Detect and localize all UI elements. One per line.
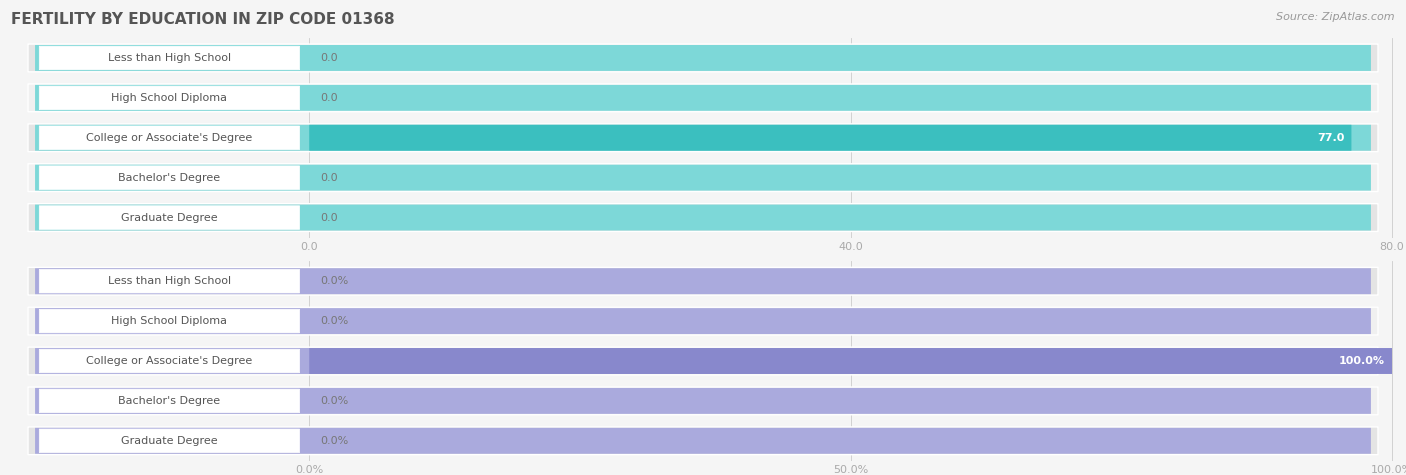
FancyBboxPatch shape [35, 85, 1371, 111]
FancyBboxPatch shape [28, 164, 1378, 191]
FancyBboxPatch shape [39, 86, 299, 110]
FancyBboxPatch shape [28, 204, 1378, 231]
FancyBboxPatch shape [35, 348, 1371, 374]
Text: Bachelor's Degree: Bachelor's Degree [118, 396, 221, 406]
FancyBboxPatch shape [39, 46, 299, 70]
Text: Less than High School: Less than High School [108, 276, 231, 286]
FancyBboxPatch shape [35, 205, 1371, 230]
Text: Graduate Degree: Graduate Degree [121, 212, 218, 223]
Text: Graduate Degree: Graduate Degree [121, 436, 218, 446]
FancyBboxPatch shape [28, 84, 1378, 112]
Text: 0.0%: 0.0% [321, 316, 349, 326]
FancyBboxPatch shape [39, 166, 299, 190]
Text: 0.0: 0.0 [321, 212, 339, 223]
FancyBboxPatch shape [35, 388, 1371, 414]
FancyBboxPatch shape [39, 349, 299, 373]
FancyBboxPatch shape [39, 206, 299, 229]
FancyBboxPatch shape [28, 267, 1378, 295]
FancyBboxPatch shape [309, 125, 1351, 151]
FancyBboxPatch shape [35, 268, 1371, 294]
Text: 0.0%: 0.0% [321, 436, 349, 446]
FancyBboxPatch shape [28, 427, 1378, 455]
FancyBboxPatch shape [39, 429, 299, 453]
Text: Less than High School: Less than High School [108, 53, 231, 63]
FancyBboxPatch shape [35, 428, 1371, 454]
FancyBboxPatch shape [35, 165, 1371, 190]
FancyBboxPatch shape [28, 387, 1378, 415]
FancyBboxPatch shape [28, 307, 1378, 335]
FancyBboxPatch shape [39, 269, 299, 293]
FancyBboxPatch shape [39, 389, 299, 413]
Text: 0.0%: 0.0% [321, 276, 349, 286]
Text: College or Associate's Degree: College or Associate's Degree [86, 356, 253, 366]
FancyBboxPatch shape [28, 347, 1378, 375]
Text: 0.0: 0.0 [321, 93, 339, 103]
Text: Bachelor's Degree: Bachelor's Degree [118, 172, 221, 183]
FancyBboxPatch shape [35, 308, 1371, 334]
FancyBboxPatch shape [39, 126, 299, 150]
Text: 77.0: 77.0 [1317, 133, 1344, 143]
Text: College or Associate's Degree: College or Associate's Degree [86, 133, 253, 143]
Text: High School Diploma: High School Diploma [111, 93, 228, 103]
FancyBboxPatch shape [39, 309, 299, 333]
Text: High School Diploma: High School Diploma [111, 316, 228, 326]
FancyBboxPatch shape [28, 124, 1378, 152]
Text: Source: ZipAtlas.com: Source: ZipAtlas.com [1277, 12, 1395, 22]
Text: 0.0: 0.0 [321, 172, 339, 183]
FancyBboxPatch shape [28, 44, 1378, 72]
FancyBboxPatch shape [35, 45, 1371, 71]
FancyBboxPatch shape [309, 348, 1392, 374]
Text: FERTILITY BY EDUCATION IN ZIP CODE 01368: FERTILITY BY EDUCATION IN ZIP CODE 01368 [11, 12, 395, 27]
Text: 0.0: 0.0 [321, 53, 339, 63]
Text: 0.0%: 0.0% [321, 396, 349, 406]
Text: 100.0%: 100.0% [1339, 356, 1385, 366]
FancyBboxPatch shape [35, 125, 1371, 151]
